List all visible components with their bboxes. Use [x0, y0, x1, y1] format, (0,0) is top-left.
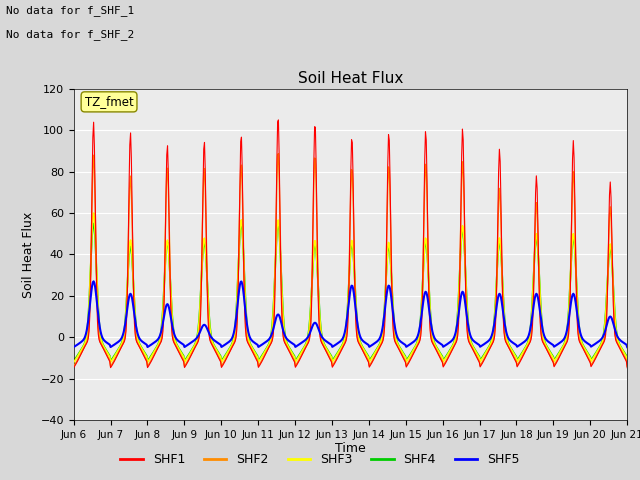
SHF4	[623, 358, 631, 364]
SHF2	[137, 346, 145, 352]
Line: SHF5: SHF5	[74, 281, 627, 347]
Text: No data for f_SHF_2: No data for f_SHF_2	[6, 29, 134, 40]
SHF4	[223, 350, 230, 356]
SHF3	[70, 360, 77, 365]
SHF2	[70, 363, 77, 369]
SHF2	[623, 363, 631, 369]
SHF2	[193, 341, 200, 347]
SHF1	[137, 347, 145, 352]
SHF5	[138, 338, 145, 344]
SHF1	[80, 346, 88, 352]
SHF1	[193, 341, 200, 347]
Title: Soil Heat Flux: Soil Heat Flux	[298, 71, 403, 86]
SHF2	[435, 351, 442, 357]
SHF5	[435, 339, 442, 345]
SHF4	[80, 342, 88, 348]
SHF4	[138, 344, 145, 350]
Legend: SHF1, SHF2, SHF3, SHF4, SHF5: SHF1, SHF2, SHF3, SHF4, SHF5	[115, 448, 525, 471]
SHF3	[138, 345, 145, 351]
SHF5	[419, 305, 426, 311]
SHF3	[623, 360, 631, 365]
SHF5	[223, 340, 230, 346]
SHF2	[80, 346, 88, 351]
SHF4	[194, 331, 202, 337]
Y-axis label: Soil Heat Flux: Soil Heat Flux	[22, 211, 35, 298]
SHF4	[435, 348, 442, 353]
SHF4	[70, 358, 77, 364]
SHF3	[435, 348, 442, 354]
Text: No data for f_SHF_1: No data for f_SHF_1	[6, 5, 134, 16]
SHF5	[70, 344, 77, 350]
SHF2	[275, 151, 282, 156]
Line: SHF1: SHF1	[74, 120, 627, 368]
Line: SHF4: SHF4	[74, 223, 627, 361]
SHF3	[419, 287, 426, 292]
SHF5	[194, 334, 202, 340]
X-axis label: Time: Time	[335, 443, 366, 456]
SHF1	[222, 357, 230, 362]
SHF5	[80, 336, 88, 342]
SHF3	[80, 343, 88, 349]
SHF1	[70, 365, 77, 371]
SHF4	[419, 284, 426, 290]
Line: SHF3: SHF3	[74, 213, 627, 362]
SHF3	[194, 334, 202, 339]
SHF3	[90, 210, 97, 216]
SHF3	[223, 351, 230, 357]
SHF2	[419, 289, 426, 295]
SHF1	[419, 299, 426, 305]
SHF5	[623, 344, 631, 350]
SHF5	[90, 278, 97, 284]
SHF4	[90, 220, 97, 226]
SHF1	[623, 365, 631, 371]
SHF2	[222, 355, 230, 361]
Line: SHF2: SHF2	[74, 154, 627, 366]
Text: TZ_fmet: TZ_fmet	[84, 96, 133, 108]
SHF1	[435, 352, 442, 358]
SHF1	[275, 117, 282, 123]
